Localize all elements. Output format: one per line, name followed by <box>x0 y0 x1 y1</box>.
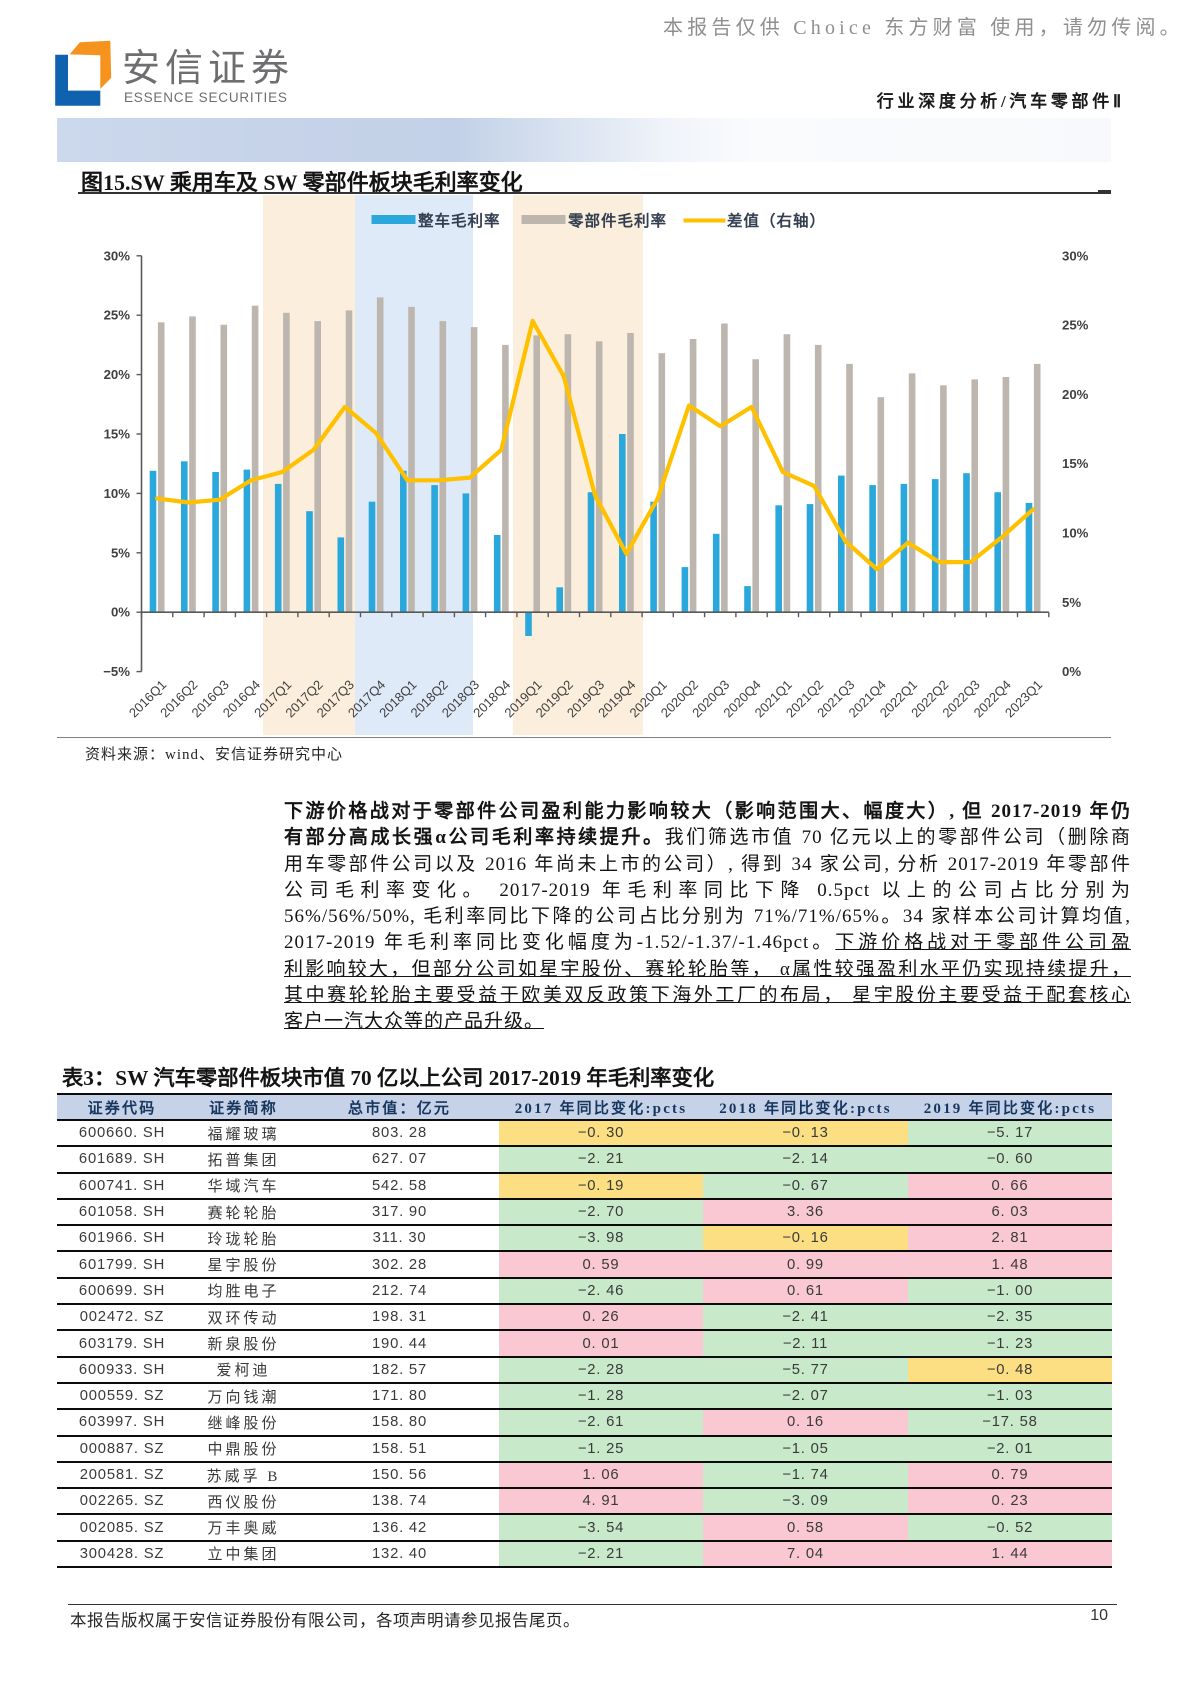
svg-text:20%: 20% <box>1062 387 1089 402</box>
svg-text:0%: 0% <box>111 605 130 620</box>
svg-text:0%: 0% <box>1062 664 1081 679</box>
svg-text:15%: 15% <box>104 427 131 442</box>
svg-text:30%: 30% <box>1062 248 1089 263</box>
svg-text:差值（右轴）: 差值（右轴） <box>727 211 826 230</box>
svg-text:10%: 10% <box>104 486 131 501</box>
svg-text:5%: 5% <box>111 545 130 560</box>
svg-text:整车毛利率: 整车毛利率 <box>417 211 501 230</box>
svg-text:15%: 15% <box>1062 456 1089 471</box>
svg-text:零部件毛利率: 零部件毛利率 <box>567 211 667 230</box>
svg-text:20%: 20% <box>104 367 131 382</box>
svg-text:25%: 25% <box>1062 318 1089 333</box>
svg-text:5%: 5% <box>1062 595 1081 610</box>
svg-text:−5%: −5% <box>103 664 130 679</box>
svg-text:10%: 10% <box>1062 526 1089 541</box>
svg-text:30%: 30% <box>104 248 131 263</box>
svg-text:25%: 25% <box>104 308 131 323</box>
